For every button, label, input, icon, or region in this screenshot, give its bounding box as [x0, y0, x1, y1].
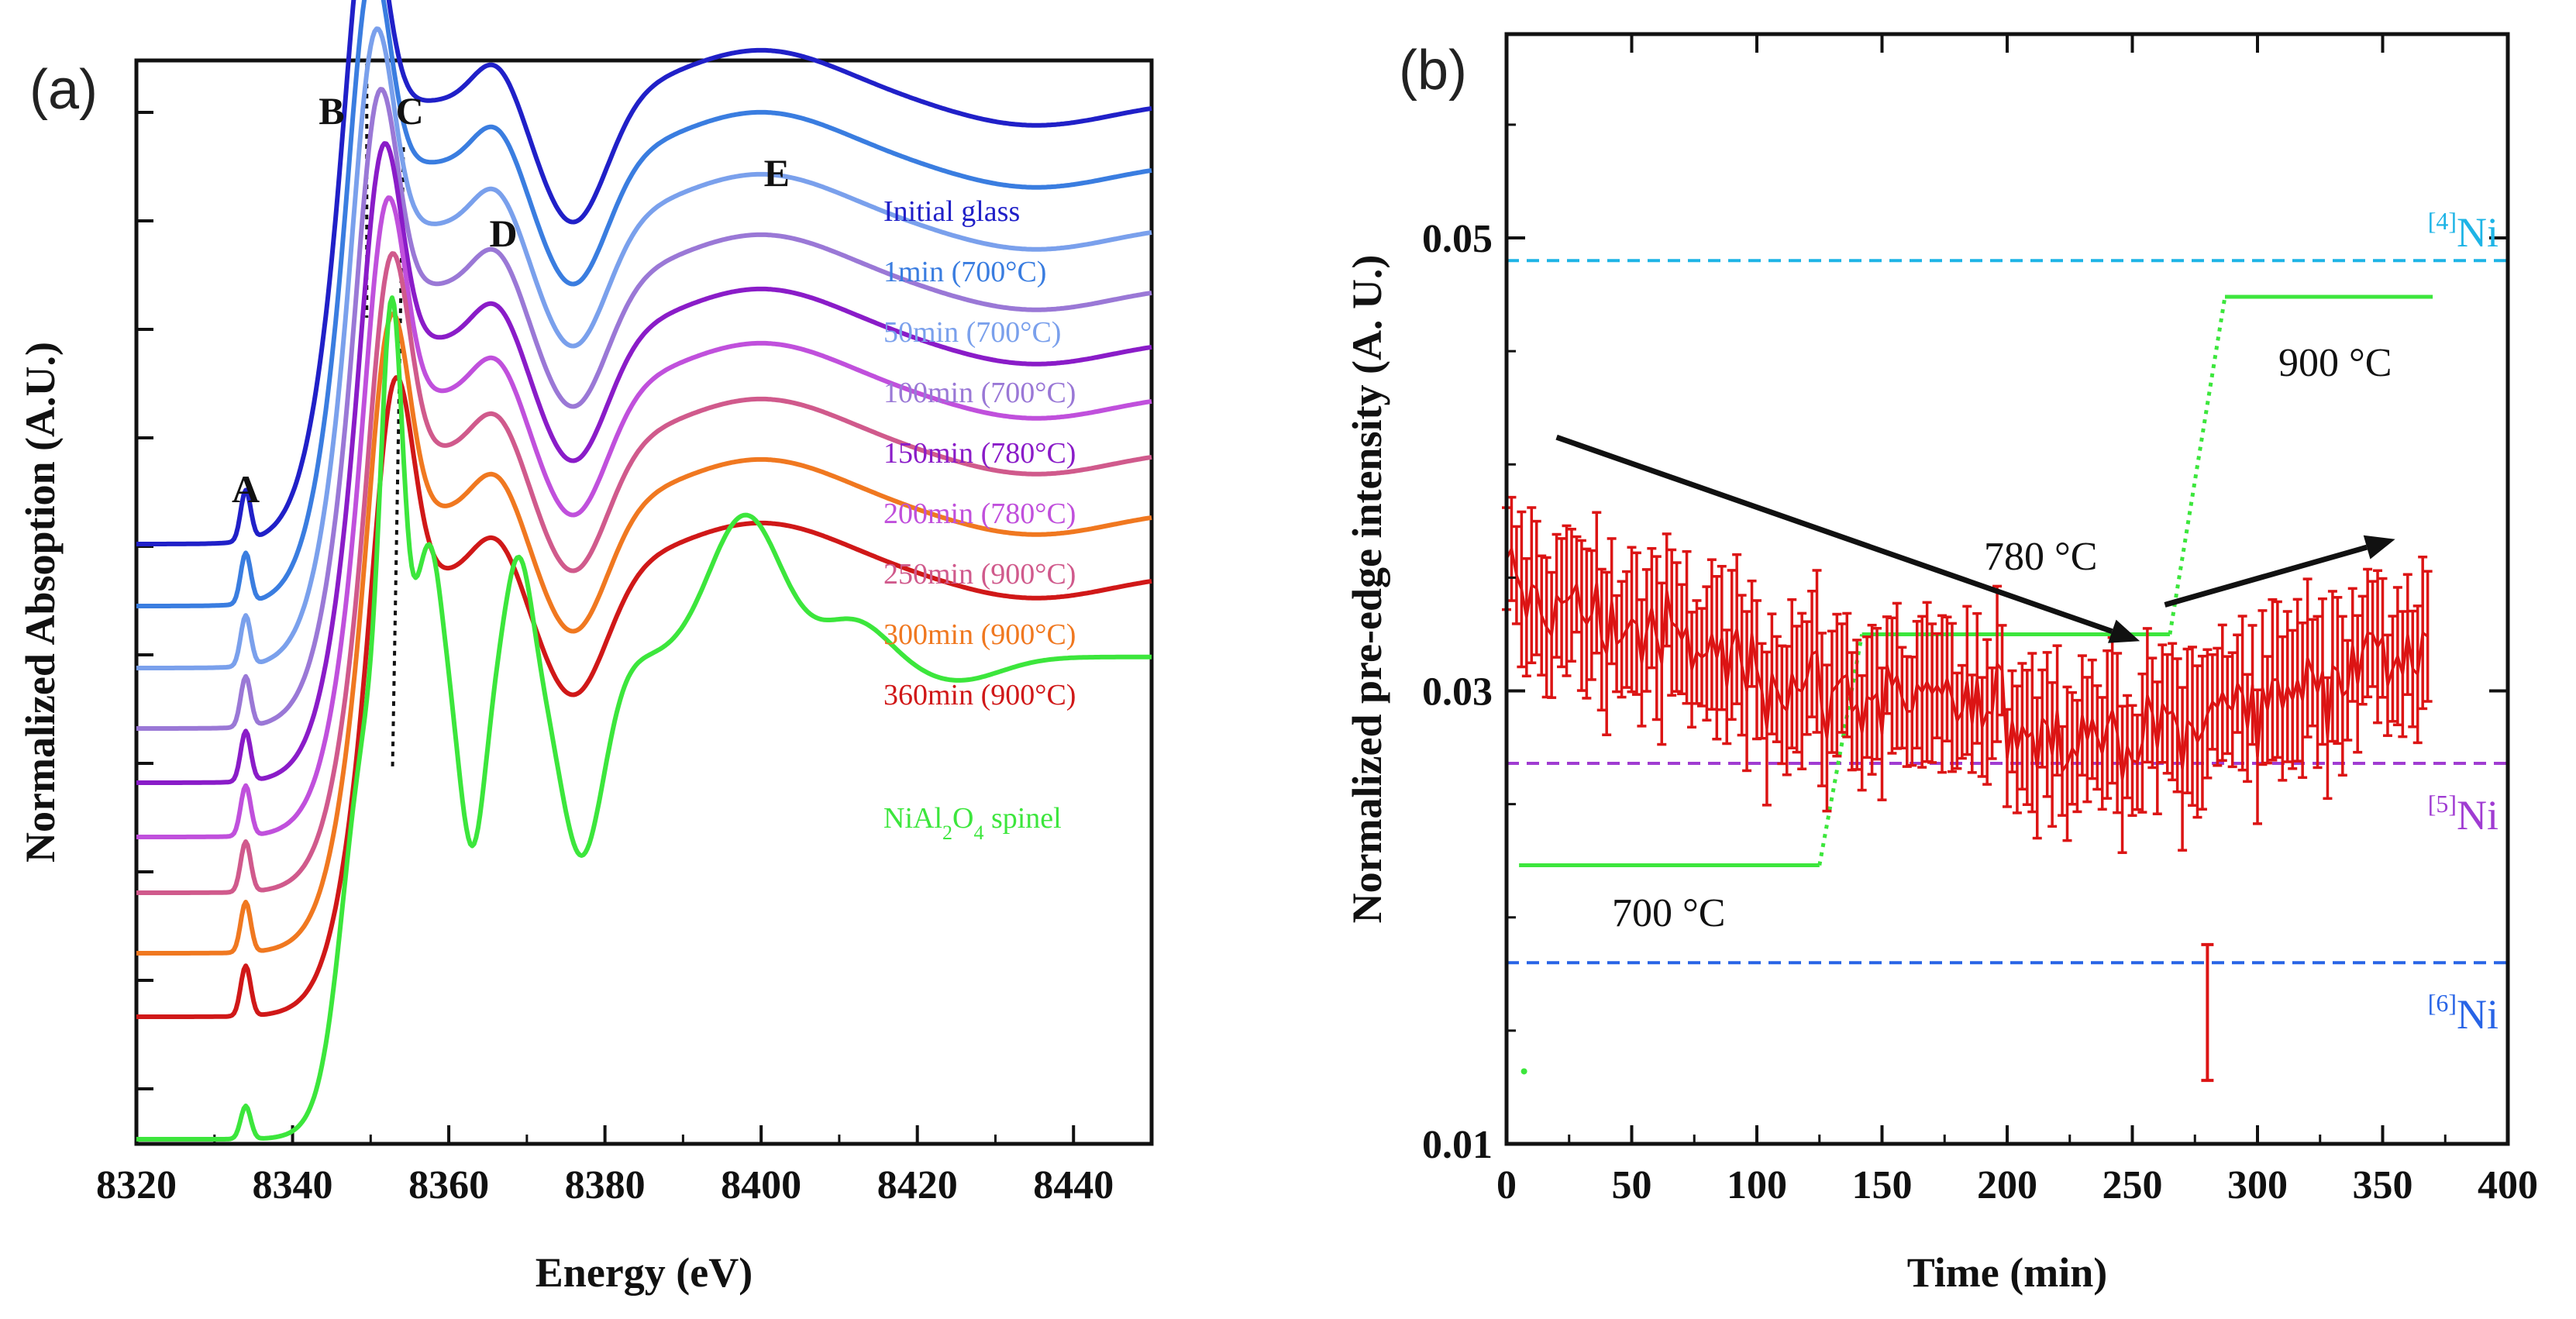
- panel-b: (b) 0 50 100 150 200 250 300 350 400 0.01 0.03 0.05…: [1344, 32, 2538, 1296]
- reference-label: [5]Ni: [2428, 790, 2499, 839]
- trend-arrow-shaft: [1555, 434, 2113, 634]
- reference-label: [4]Ni: [2428, 207, 2499, 256]
- spectrum-line: [136, 251, 1152, 895]
- peak-label: D: [490, 212, 518, 255]
- spectrum-line: [136, 26, 1152, 670]
- panel-a-frame: [134, 58, 1154, 1146]
- peak-label: A: [232, 467, 260, 511]
- panel-b-y-tick-label: 0.03: [1422, 670, 1493, 715]
- panel-b-x-tick-label: 350: [2353, 1163, 2413, 1207]
- panel-b-x-tick-label: 100: [1727, 1163, 1787, 1207]
- panel-b-x-tick-label: 50: [1612, 1163, 1652, 1207]
- panel-b-y-tick-label: 0.05: [1422, 217, 1493, 261]
- legend-label: Initial glass: [883, 195, 1020, 228]
- panel-b-x-tick-label: 250: [2102, 1163, 2163, 1207]
- panel-a-x-tick-label: 8340: [253, 1163, 333, 1207]
- peak-label: E: [764, 151, 790, 195]
- panel-a-y-axis-title: Normalized Absoption (A.U.): [17, 342, 64, 863]
- data-line: [1505, 545, 2429, 780]
- trend-arrow-shaft: [2164, 544, 2368, 608]
- peak-label: B: [319, 89, 344, 133]
- temperature-ramp: [1817, 633, 1865, 866]
- temperature-label: 700 °C: [1612, 891, 1725, 935]
- panel-a-x-tick-label: 8420: [877, 1163, 958, 1207]
- panel-b-label: (b): [1399, 40, 1467, 102]
- legend-label: 200min (780°C): [883, 498, 1076, 530]
- peak-label: C: [396, 89, 424, 133]
- legend-label: 50min (700°C): [883, 316, 1061, 349]
- spectrum-line: [136, 87, 1152, 731]
- spectrum-line: [136, 375, 1152, 1019]
- panel-b-y-axis-title: Normalized pre-edge intensity (A. U.): [1344, 255, 1390, 924]
- panel-b-x-tick-label: 200: [1977, 1163, 2037, 1207]
- legend-label: 300min (900°C): [883, 618, 1076, 651]
- spectrum-line: [136, 0, 1152, 546]
- legend-label: 1min (700°C): [883, 256, 1046, 288]
- panel-a-label: (a): [29, 59, 98, 121]
- legend-label: 150min (780°C): [883, 437, 1076, 470]
- panel-a-x-axis-title: Energy (eV): [536, 1249, 752, 1296]
- panel-b-x-tick-label: 400: [2478, 1163, 2538, 1207]
- legend-label: 250min (900°C): [883, 558, 1076, 591]
- spectrum-line: [136, 195, 1152, 839]
- legend-label: NiAl2O4 spinel: [883, 802, 1062, 844]
- spectrum-line: [136, 312, 1152, 956]
- panel-b-x-tick-label: 0: [1496, 1163, 1517, 1207]
- panel-a: (a) 8320 8340 8360 8380 8400 8420 8440 Initial…: [17, 0, 1154, 1296]
- spectrum-line: [136, 0, 1152, 608]
- spectrum-line: [136, 295, 1152, 1142]
- panel-a-x-tick-label: 8380: [565, 1163, 646, 1207]
- panel-b-x-axis-title: Time (min): [1907, 1249, 2107, 1296]
- panel-a-x-tick-label: 8320: [96, 1163, 177, 1207]
- panel-a-x-tick-label: 8440: [1033, 1163, 1114, 1207]
- panel-b-y-tick-label: 0.01: [1422, 1123, 1493, 1167]
- panel-b-frame: [1504, 32, 2510, 1146]
- temperature-label: 900 °C: [2278, 341, 2392, 385]
- spectrum-line: [136, 141, 1152, 785]
- trend-arrow-head: [2108, 619, 2140, 643]
- legend-label: 360min (900°C): [883, 679, 1076, 711]
- panel-a-x-tick-label: 8400: [721, 1163, 801, 1207]
- panel-b-x-tick-label: 150: [1852, 1163, 1913, 1207]
- panel-b-x-tick-label: 300: [2227, 1163, 2288, 1207]
- temperature-label: 780 °C: [1984, 535, 2097, 579]
- panel-a-x-tick-label: 8360: [408, 1163, 489, 1207]
- temperature-ramp: [2168, 296, 2227, 635]
- reference-label: [6]Ni: [2428, 989, 2499, 1038]
- trend-arrow-head: [2363, 535, 2395, 560]
- legend-label: 100min (700°C): [883, 377, 1076, 409]
- temperature-point: [1520, 1068, 1527, 1075]
